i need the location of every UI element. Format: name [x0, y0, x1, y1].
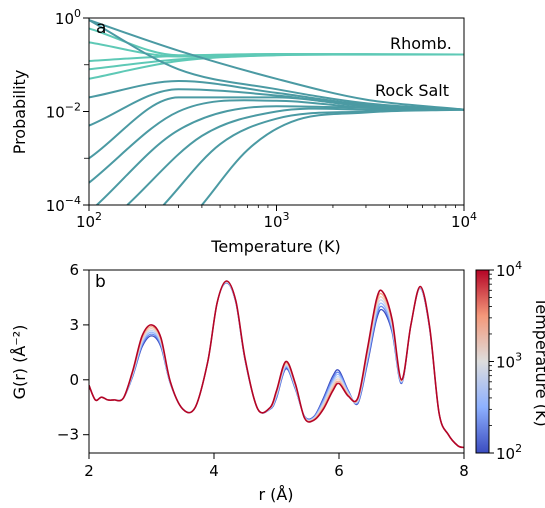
panel-b-series-intermediate [89, 280, 464, 449]
panel-b-frame [88, 269, 465, 454]
panel-a-y-tick-label: 100 [55, 7, 81, 28]
panel-b-x-tick-label: 2 [84, 462, 94, 480]
panel-b-x-tick-label: 8 [459, 462, 469, 480]
panel-a-ylabel: Probability [10, 70, 29, 155]
panel-a-x-tick-label: 103 [263, 210, 289, 231]
panel-a-series-14 [162, 108, 464, 205]
panel-b-series-intermediate [89, 281, 464, 449]
panel-b-y-tick-label: −3 [57, 426, 79, 444]
panel-a-series-15 [201, 108, 464, 205]
panel-b-ylabel: G(r) (Å⁻²) [10, 325, 29, 400]
panel-a-letter: a [96, 18, 106, 38]
panel-a-y-tick-label: 10−2 [46, 101, 81, 122]
colorbar-tick-label: 103 [496, 351, 522, 372]
colorbar-label: Temperature (K) [532, 296, 545, 426]
panel-b-y-tick-label: 0 [69, 371, 79, 389]
annotation-rock-salt: Rock Salt [375, 81, 449, 100]
panel-b-lines [89, 280, 464, 449]
annotation-rhomb: Rhomb. [390, 34, 452, 53]
panel-b-y-tick-label: 3 [69, 316, 79, 334]
panel-a-series-5 [89, 53, 464, 80]
panel-a-series-13 [126, 107, 464, 205]
panel-b-ticks: 2 4 6 8 −3 0 3 6 [57, 261, 469, 480]
panel-a-xlabel: Temperature (K) [210, 237, 340, 256]
colorbar-tick-label: 104 [496, 259, 522, 280]
panel-b-x-tick-label: 4 [209, 462, 219, 480]
panel-a-series-6 [89, 19, 464, 111]
panel-b-letter: b [95, 272, 106, 292]
panel-a-x-tick-label: 104 [451, 210, 477, 231]
panel-b-xlabel: r (Å) [258, 485, 293, 504]
panel-a-lines [89, 19, 464, 205]
panel-a-y-tick-label: 10−4 [46, 194, 81, 215]
panel-b-series-low-temperature [89, 282, 464, 449]
panel-b-y-tick-label: 6 [69, 261, 79, 279]
panel-a-series-11 [89, 99, 464, 184]
panel-a-x-tick-label: 102 [76, 210, 102, 231]
panel-a-series-12 [96, 105, 464, 205]
panel-b-series-intermediate [89, 281, 464, 449]
panel-b-x-tick-label: 6 [334, 462, 344, 480]
panel-b: 2 4 6 8 −3 0 3 6 b r (Å) G(r) (Å⁻²) 102 103 104 T… [10, 259, 545, 504]
panel-b-series-intermediate [89, 281, 464, 449]
panel-a-ticks: 102 103 104 100 10−2 10−4 [46, 7, 477, 231]
colorbar-tick-label: 102 [496, 442, 522, 463]
panel-b-series-intermediate [89, 280, 464, 449]
colorbar [475, 269, 490, 454]
panel-b-series-high-temperature [89, 280, 464, 449]
colorbar-ticks: 102 103 104 [489, 259, 522, 463]
